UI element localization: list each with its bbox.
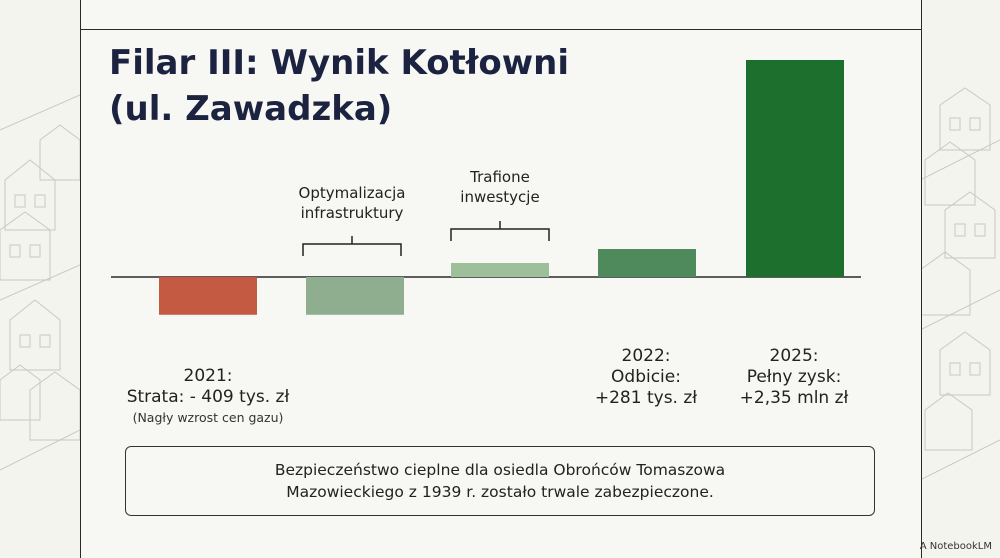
slide-title: Filar III: Wynik Kotłowni (ul. Zawadzka) <box>109 40 629 132</box>
investments-bracket <box>450 221 550 241</box>
label-2025-value: +2,35 mln zł <box>739 388 849 408</box>
annotation-investments: Trafione inwestycje <box>420 167 580 207</box>
optimization-bracket <box>302 236 402 256</box>
label-2025-year: 2025: <box>769 346 819 366</box>
waterfall-chart <box>111 60 861 315</box>
bar-investments <box>451 263 549 277</box>
bar-2021-loss <box>159 277 257 315</box>
annotation-optimization-line2: infrastruktury <box>300 204 404 222</box>
label-2021: 2021: Strata: - 409 tys. zł (Nagły wzros… <box>95 366 321 428</box>
label-2025-desc: Pełny zysk: <box>746 367 842 387</box>
bar-2022-recovery <box>598 249 696 277</box>
label-2022-desc: Odbicie: <box>611 367 681 387</box>
annotation-investments-line1: Trafione <box>470 168 530 186</box>
label-2022-year: 2022: <box>621 346 671 366</box>
label-2025: 2025: Pełny zysk: +2,35 mln zł <box>714 346 874 409</box>
label-2021-note: (Nagły wzrost cen gazu) <box>132 410 284 425</box>
bar-optimization <box>306 277 404 315</box>
brand-label: NotebookLM <box>929 541 992 552</box>
label-2021-value: Strata: - 409 tys. zł <box>126 387 290 407</box>
notebooklm-brand: A NotebookLM <box>920 541 992 552</box>
label-2022-value: +281 tys. zł <box>594 388 698 408</box>
annotation-investments-line2: inwestycje <box>460 188 540 206</box>
summary-line-2: Mazowieckiego z 1939 r. zostało trwale z… <box>286 483 714 501</box>
top-rule <box>81 29 921 30</box>
bar-2025-profit <box>746 60 844 277</box>
houses-illustration-right <box>920 87 1000 481</box>
annotation-optimization: Optymalizacja infrastruktury <box>272 183 432 223</box>
label-2022: 2022: Odbicie: +281 tys. zł <box>566 346 726 409</box>
slide-panel: Filar III: Wynik Kotłowni (ul. Zawadzka)… <box>80 0 922 558</box>
title-line-2: (ul. Zawadzka) <box>109 89 393 129</box>
summary-box: Bezpieczeństwo cieplne dla osiedla Obroń… <box>125 446 875 516</box>
annotation-optimization-line1: Optymalizacja <box>298 184 406 202</box>
summary-line-1: Bezpieczeństwo cieplne dla osiedla Obroń… <box>274 461 726 479</box>
label-2021-year: 2021: <box>183 366 233 386</box>
houses-illustration-left <box>0 94 80 471</box>
brand-icon: A <box>919 541 930 552</box>
title-line-1: Filar III: Wynik Kotłowni <box>109 43 570 83</box>
